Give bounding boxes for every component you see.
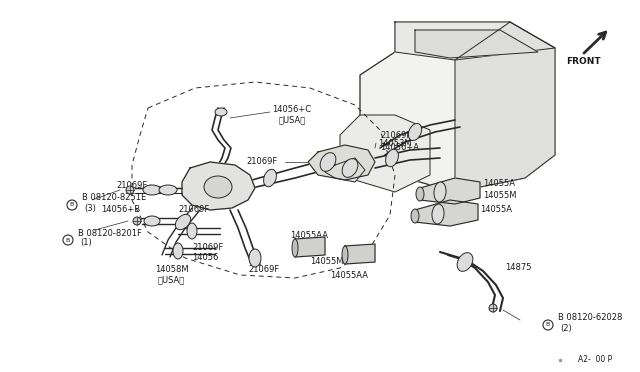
Polygon shape xyxy=(295,237,325,257)
Ellipse shape xyxy=(320,153,336,171)
Text: 14055M: 14055M xyxy=(483,190,516,199)
Ellipse shape xyxy=(385,149,399,167)
Text: 14056+B: 14056+B xyxy=(101,205,140,215)
Text: FRONT: FRONT xyxy=(566,58,600,67)
Text: 〈USA〉: 〈USA〉 xyxy=(158,276,185,285)
Ellipse shape xyxy=(342,246,348,264)
Text: 14055AA: 14055AA xyxy=(290,231,328,241)
Ellipse shape xyxy=(408,124,422,141)
Text: B 08120-8201F: B 08120-8201F xyxy=(78,228,142,237)
Ellipse shape xyxy=(432,204,444,224)
Ellipse shape xyxy=(457,253,473,271)
Ellipse shape xyxy=(264,169,276,187)
Text: 14058M: 14058M xyxy=(155,266,189,275)
Text: A2-  00 P: A2- 00 P xyxy=(578,356,612,365)
Text: 21069F: 21069F xyxy=(247,157,278,167)
Text: 14055AA: 14055AA xyxy=(330,270,368,279)
Text: B: B xyxy=(66,237,70,243)
Polygon shape xyxy=(455,22,555,192)
Text: 21069F: 21069F xyxy=(178,205,209,215)
Text: (1): (1) xyxy=(80,238,92,247)
Text: 14053M: 14053M xyxy=(378,138,412,148)
Text: 〈USA〉: 〈USA〉 xyxy=(279,115,307,125)
Ellipse shape xyxy=(411,209,419,223)
Text: 14875: 14875 xyxy=(505,263,531,273)
Circle shape xyxy=(133,217,141,225)
Polygon shape xyxy=(360,22,555,192)
Ellipse shape xyxy=(159,185,177,195)
Text: B 08120-8251E: B 08120-8251E xyxy=(82,193,147,202)
Ellipse shape xyxy=(292,239,298,257)
Ellipse shape xyxy=(187,223,197,239)
Ellipse shape xyxy=(204,176,232,198)
Circle shape xyxy=(489,304,497,312)
Text: 14056+A: 14056+A xyxy=(380,142,419,151)
Text: B 08120-62028: B 08120-62028 xyxy=(558,314,622,323)
Text: 21069F: 21069F xyxy=(248,266,279,275)
Ellipse shape xyxy=(249,249,261,267)
Circle shape xyxy=(126,186,134,194)
Ellipse shape xyxy=(143,185,161,195)
Ellipse shape xyxy=(215,108,227,116)
Polygon shape xyxy=(340,115,430,192)
Text: 21069F: 21069F xyxy=(380,131,412,140)
Polygon shape xyxy=(182,162,255,210)
Text: 14056+C: 14056+C xyxy=(272,106,311,115)
Text: B: B xyxy=(70,202,74,208)
Ellipse shape xyxy=(175,214,191,230)
Text: 21069F: 21069F xyxy=(192,244,223,253)
Text: (3): (3) xyxy=(84,203,96,212)
Text: 14055MA: 14055MA xyxy=(310,257,349,266)
Ellipse shape xyxy=(416,187,424,201)
Polygon shape xyxy=(345,244,375,264)
Ellipse shape xyxy=(173,243,183,259)
Ellipse shape xyxy=(434,182,446,202)
Text: 14055A: 14055A xyxy=(483,179,515,187)
Text: (2): (2) xyxy=(560,324,572,333)
Polygon shape xyxy=(415,30,538,58)
Polygon shape xyxy=(325,158,365,182)
Polygon shape xyxy=(415,200,478,226)
Polygon shape xyxy=(308,145,375,180)
Ellipse shape xyxy=(342,159,358,177)
Text: 21069F: 21069F xyxy=(116,180,148,189)
Polygon shape xyxy=(420,178,480,204)
Text: B: B xyxy=(546,323,550,327)
Text: 14056: 14056 xyxy=(192,253,218,263)
Polygon shape xyxy=(395,22,555,60)
Ellipse shape xyxy=(144,216,160,226)
Text: 14055A: 14055A xyxy=(480,205,512,215)
